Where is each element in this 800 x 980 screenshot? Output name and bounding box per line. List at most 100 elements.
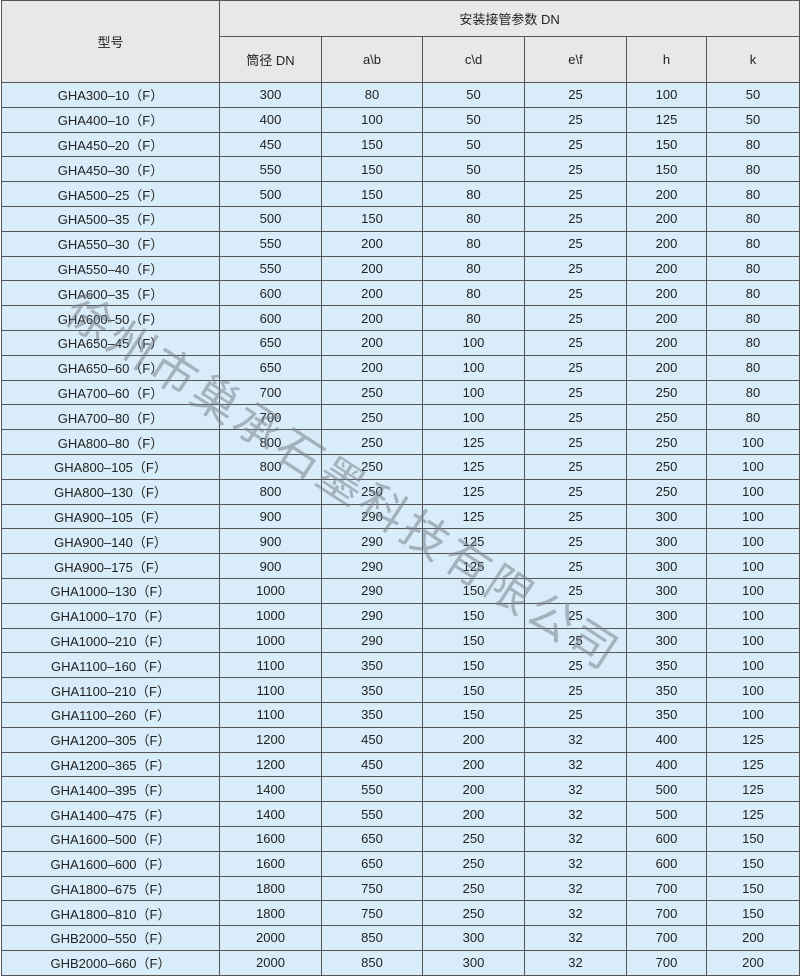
table-cell: 25 bbox=[524, 453, 627, 480]
cell-model: GHA450–20（F） bbox=[1, 131, 220, 158]
table-cell: 300 bbox=[219, 82, 322, 108]
cell-model: GHA1200–305（F） bbox=[1, 726, 220, 753]
table-cell: 80 bbox=[705, 305, 800, 331]
table-cell: 150 bbox=[422, 677, 525, 703]
table-cell: 2000 bbox=[219, 949, 322, 976]
table-cell: 400 bbox=[219, 106, 322, 133]
table-cell: 100 bbox=[705, 478, 800, 505]
cell-model: GHA550–30（F） bbox=[1, 230, 220, 257]
table-cell: 350 bbox=[626, 701, 707, 728]
table-cell: 125 bbox=[705, 801, 800, 827]
table-row: GHA450–30（F） 550 150 50 25 150 80 bbox=[1, 156, 800, 183]
table-cell: 25 bbox=[524, 652, 627, 679]
table-cell: 50 bbox=[422, 156, 525, 183]
table-cell: 32 bbox=[524, 875, 627, 902]
table-cell: 650 bbox=[321, 850, 423, 877]
table-cell: 600 bbox=[626, 825, 707, 852]
table-cell: 25 bbox=[524, 230, 627, 257]
cell-model: GHA1200–365（F） bbox=[1, 751, 220, 778]
table-cell: 900 bbox=[219, 553, 322, 579]
table-cell: 200 bbox=[422, 726, 525, 753]
table-row: GHA900–140（F） 900 290 125 25 300 100 bbox=[1, 528, 800, 555]
cell-model: GHA1800–810（F） bbox=[1, 900, 220, 927]
table-cell: 550 bbox=[219, 230, 322, 257]
table-cell: 290 bbox=[321, 528, 423, 555]
table-cell: 80 bbox=[705, 280, 800, 307]
table-cell: 290 bbox=[321, 577, 423, 604]
table-cell: 200 bbox=[321, 305, 423, 331]
cell-model: GHA800–130（F） bbox=[1, 478, 220, 505]
cell-model: GHA900–105（F） bbox=[1, 503, 220, 530]
table-cell: 650 bbox=[219, 329, 322, 356]
cell-model: GHA500–25（F） bbox=[1, 181, 220, 207]
table-cell: 32 bbox=[524, 850, 627, 877]
table-cell: 125 bbox=[422, 553, 525, 579]
table-row: GHA1800–675（F） 1800 750 250 32 700 150 bbox=[1, 875, 800, 902]
table-cell: 25 bbox=[524, 553, 627, 579]
table-cell: 250 bbox=[321, 478, 423, 505]
table-cell: 200 bbox=[422, 776, 525, 803]
table-cell: 125 bbox=[422, 503, 525, 530]
table-cell: 900 bbox=[219, 503, 322, 530]
table-cell: 1100 bbox=[219, 677, 322, 703]
table-cell: 450 bbox=[321, 726, 423, 753]
table-cell: 300 bbox=[626, 553, 707, 579]
cell-model: GHA1000–210（F） bbox=[1, 627, 220, 654]
table-cell: 300 bbox=[422, 925, 525, 951]
table-cell: 800 bbox=[219, 453, 322, 480]
table-cell: 400 bbox=[626, 726, 707, 753]
table-body: GHA300–10（F） 300 80 50 25 100 50 GHA400–10（F） 40… bbox=[1, 82, 800, 976]
table-cell: 25 bbox=[524, 701, 627, 728]
table-cell: 50 bbox=[422, 106, 525, 133]
table-cell: 200 bbox=[626, 230, 707, 257]
table-cell: 100 bbox=[705, 627, 800, 654]
table-cell: 1600 bbox=[219, 825, 322, 852]
table-cell: 32 bbox=[524, 900, 627, 927]
table-row: GHA1600–500（F） 1600 650 250 32 600 150 bbox=[1, 825, 800, 852]
table-cell: 750 bbox=[321, 900, 423, 927]
table-cell: 50 bbox=[705, 106, 800, 133]
table-cell: 500 bbox=[626, 776, 707, 803]
table-cell: 50 bbox=[422, 131, 525, 158]
table-row: GHA1800–810（F） 1800 750 250 32 700 150 bbox=[1, 900, 800, 927]
table-cell: 250 bbox=[422, 850, 525, 877]
cell-model: GHA400–10（F） bbox=[1, 106, 220, 133]
table-cell: 290 bbox=[321, 503, 423, 530]
table-row: GHA700–60（F） 700 250 100 25 250 80 bbox=[1, 379, 800, 406]
table-row: GHA300–10（F） 300 80 50 25 100 50 bbox=[1, 82, 800, 108]
table-cell: 100 bbox=[705, 677, 800, 703]
table-cell: 850 bbox=[321, 925, 423, 951]
table-cell: 25 bbox=[524, 305, 627, 331]
table-cell: 32 bbox=[524, 801, 627, 827]
table-cell: 150 bbox=[321, 205, 423, 232]
table-row: GHA1000–210（F） 1000 290 150 25 300 100 bbox=[1, 627, 800, 654]
table-cell: 200 bbox=[626, 354, 707, 381]
table-cell: 500 bbox=[626, 801, 707, 827]
table-cell: 400 bbox=[626, 751, 707, 778]
table-cell: 25 bbox=[524, 131, 627, 158]
table-row: GHA1400–475（F） 1400 550 200 32 500 125 bbox=[1, 801, 800, 827]
table-cell: 300 bbox=[626, 627, 707, 654]
table-cell: 80 bbox=[705, 156, 800, 183]
table-cell: 100 bbox=[626, 82, 707, 108]
table-cell: 125 bbox=[422, 429, 525, 455]
table-cell: 250 bbox=[321, 404, 423, 431]
cell-model: GHA650–45（F） bbox=[1, 329, 220, 356]
cell-model: GHA500–35（F） bbox=[1, 205, 220, 232]
table-cell: 80 bbox=[705, 131, 800, 158]
table-row: GHA1100–160（F） 1100 350 150 25 350 100 bbox=[1, 652, 800, 679]
table-cell: 1800 bbox=[219, 875, 322, 902]
table-row: GHA450–20（F） 450 150 50 25 150 80 bbox=[1, 131, 800, 158]
cell-model: GHA1100–210（F） bbox=[1, 677, 220, 703]
table-cell: 1200 bbox=[219, 751, 322, 778]
cell-model: GHA550–40（F） bbox=[1, 255, 220, 282]
table-row: GHA900–105（F） 900 290 125 25 300 100 bbox=[1, 503, 800, 530]
table-cell: 150 bbox=[705, 850, 800, 877]
table-cell: 32 bbox=[524, 825, 627, 852]
cell-model: GHA1400–395（F） bbox=[1, 776, 220, 803]
table-cell: 125 bbox=[422, 453, 525, 480]
table-cell: 150 bbox=[422, 701, 525, 728]
table-cell: 600 bbox=[219, 280, 322, 307]
table-cell: 250 bbox=[321, 453, 423, 480]
